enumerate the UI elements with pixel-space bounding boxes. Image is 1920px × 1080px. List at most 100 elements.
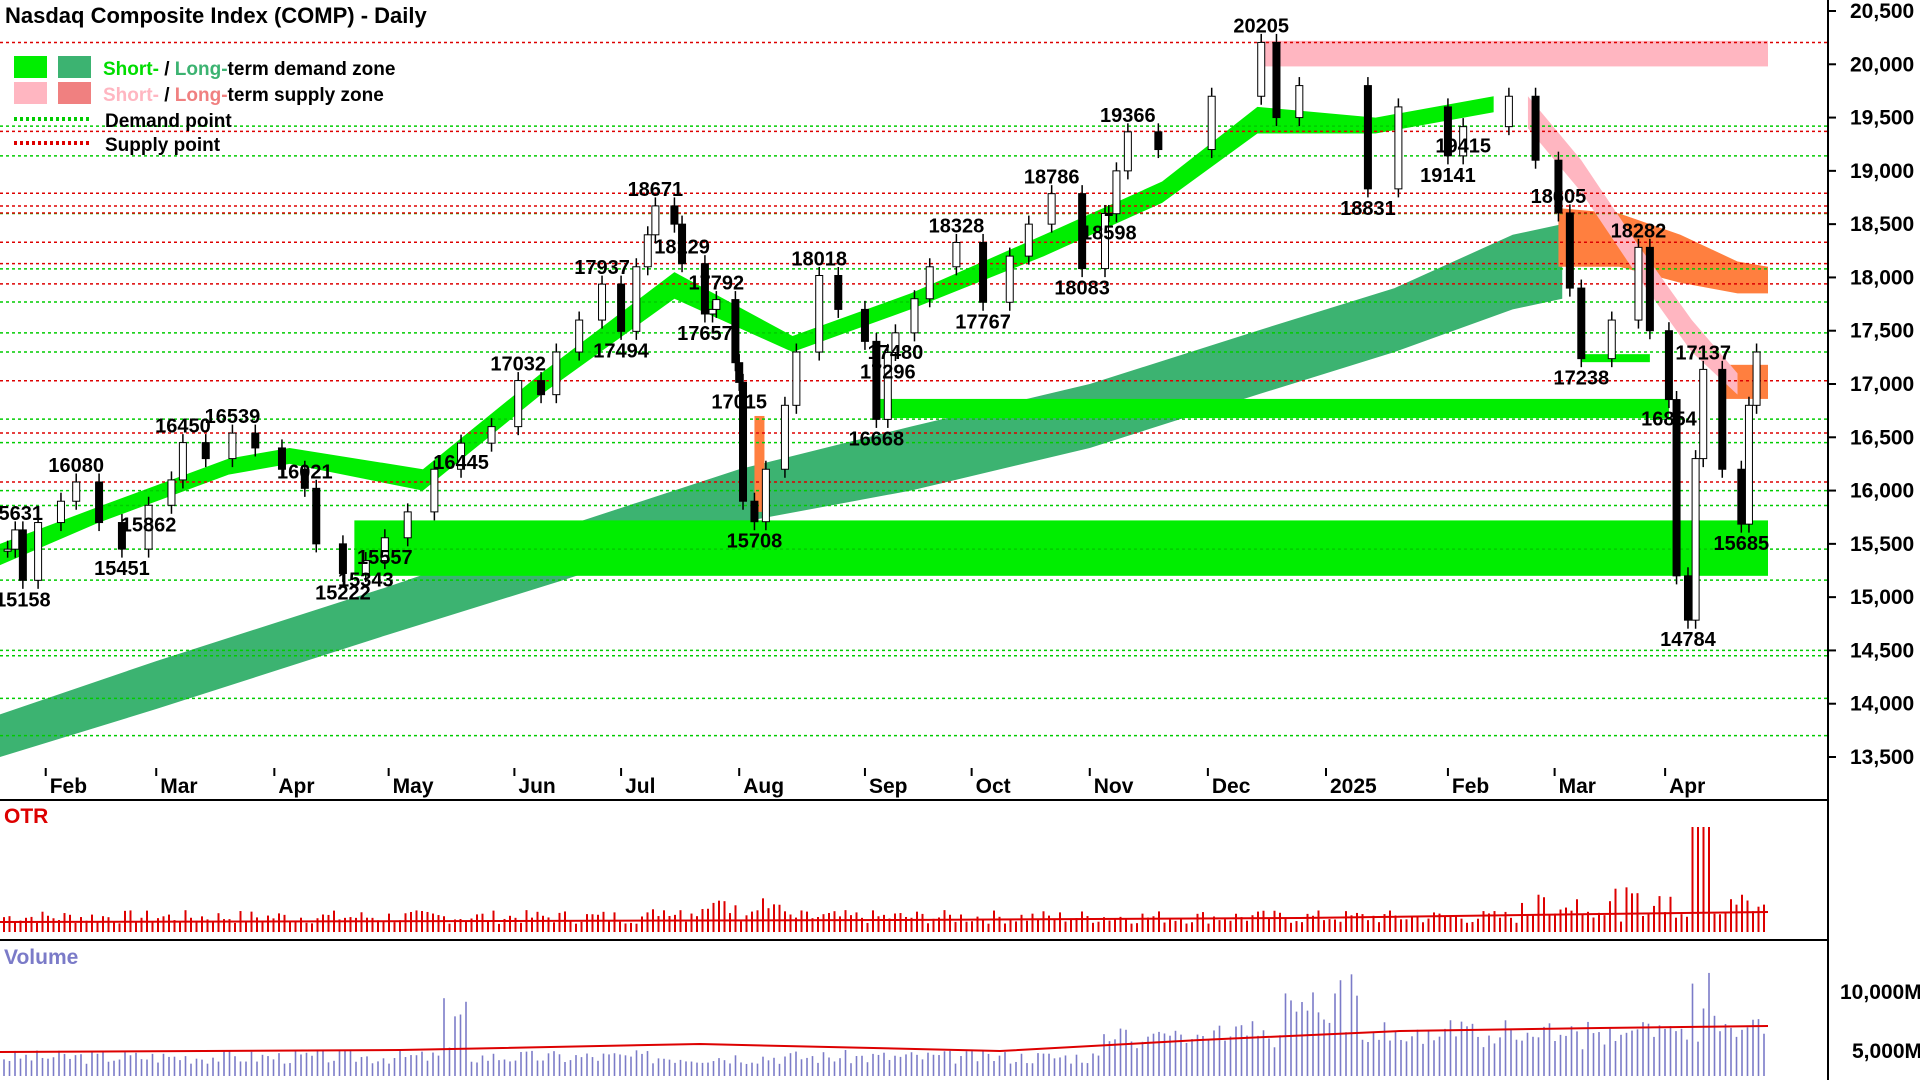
x-tick-label: Nov — [1094, 775, 1134, 798]
price-bar-body — [575, 319, 584, 353]
price-bar-body — [1752, 351, 1761, 406]
price-bar-body — [1744, 404, 1753, 525]
price-bar-body — [117, 522, 126, 550]
price-bar-body — [1272, 41, 1281, 119]
price-bar-body — [617, 283, 626, 332]
point-label: 19141 — [1420, 165, 1476, 187]
price-bar-body — [1154, 131, 1163, 151]
price-bar-body — [598, 283, 607, 321]
y-tick-label: 15,000 — [1850, 586, 1914, 609]
price-bar-body — [300, 468, 309, 489]
legend-short-demand-swatch — [14, 56, 47, 78]
point-label: 16021 — [277, 461, 333, 483]
price-bar-body — [1078, 193, 1087, 270]
price-bar-body — [1554, 159, 1563, 214]
price-bar-body — [670, 205, 679, 225]
point-label: 16080 — [48, 455, 104, 477]
point-label: 17937 — [574, 257, 630, 279]
volume-panel — [0, 972, 1769, 1076]
price-bar-body — [750, 500, 759, 523]
price-bar-body — [910, 298, 919, 334]
x-tick-label: Dec — [1212, 775, 1251, 798]
price-bar-body — [872, 340, 881, 420]
x-tick-label: Apr — [278, 775, 314, 798]
price-bar-body — [739, 381, 748, 502]
point-label: 15708 — [727, 531, 783, 553]
price-bar-body — [201, 442, 210, 460]
demand-zone-15200 — [354, 520, 1768, 576]
price-bar-body — [735, 362, 744, 383]
x-tick-label: Feb — [1452, 775, 1489, 798]
legend-long-demand-swatch — [58, 56, 91, 78]
price-bar-body — [815, 275, 824, 353]
price-bar-body — [731, 299, 740, 364]
supply-zone-aug — [754, 415, 765, 512]
x-tick-label: Mar — [160, 775, 197, 798]
y-tick-label: 14,000 — [1850, 693, 1914, 716]
price-bar-body — [430, 468, 439, 513]
price-bar-body — [11, 529, 20, 550]
y-tick-label: 18,500 — [1850, 213, 1914, 236]
x-tick-label: Aug — [743, 775, 784, 798]
point-label: 15158 — [0, 589, 51, 611]
price-bar-body — [228, 432, 237, 460]
price-bar-body — [178, 442, 187, 481]
point-label: 15451 — [94, 558, 150, 580]
y-tick-label: 18,000 — [1850, 266, 1914, 289]
otr-panel — [0, 827, 1769, 932]
price-bar-body — [537, 380, 546, 396]
price-bar-body — [678, 223, 687, 265]
point-label: 18605 — [1531, 186, 1587, 208]
point-label: 16450 — [155, 416, 211, 438]
point-label: 16854 — [1641, 409, 1697, 431]
point-label: 17657 — [677, 323, 733, 345]
price-bar-body — [712, 299, 721, 310]
x-tick-label: Oct — [976, 775, 1011, 798]
x-tick-label: Jul — [625, 775, 655, 798]
legend-supply-zone: Short- / Long-term supply zone — [103, 85, 384, 106]
price-bar-body — [251, 432, 260, 449]
price-bar-body — [1005, 255, 1014, 303]
y-axis: 20,500 20,000 19,500 19,000 18,500 18,000 17,5… — [1828, 0, 1914, 769]
point-label: 16668 — [849, 428, 905, 450]
point-label: 17032 — [490, 354, 546, 376]
point-label: 18282 — [1611, 220, 1667, 242]
y-tick-label: 19,000 — [1850, 160, 1914, 183]
price-bar-body — [361, 560, 370, 574]
point-label: 17494 — [593, 340, 649, 362]
price-bar-body — [338, 543, 347, 574]
point-label: 15631 — [0, 503, 43, 525]
price-bar-body — [860, 308, 869, 342]
point-label: 16539 — [205, 406, 261, 428]
legend-demand-zone: Short- / Long-term demand zone — [103, 59, 395, 80]
price-bar-body — [1577, 287, 1586, 360]
x-axis: Feb Mar Apr May Jun Jul Aug Sep Oct Nov Dec 2025 Feb… — [44, 768, 1705, 798]
point-label: 15557 — [357, 547, 413, 569]
chart-title: Nasdaq Composite Index (COMP) - Daily — [5, 3, 427, 28]
price-bar-body — [1024, 223, 1033, 257]
x-tick-label: Mar — [1559, 775, 1596, 798]
y-tick-label: 19,500 — [1850, 107, 1914, 130]
price-bar-body — [1104, 212, 1113, 216]
price-bar-body — [1363, 85, 1372, 190]
price-bars — [3, 33, 1761, 629]
price-bar-body — [1047, 193, 1056, 225]
price-bar-body — [632, 266, 641, 332]
volume-panel-label: Volume — [4, 946, 78, 969]
y-tick-label: 20,000 — [1850, 53, 1914, 76]
price-bar-body — [18, 529, 27, 581]
x-tick-label: Jun — [518, 775, 555, 798]
price-bar-body — [834, 275, 843, 310]
supply-zone-20205 — [1261, 40, 1768, 67]
point-label: 18786 — [1024, 167, 1080, 189]
price-bar-body — [1443, 106, 1452, 157]
price-bar-body — [1645, 246, 1654, 332]
x-tick-label: Apr — [1669, 775, 1705, 798]
legend-short-supply-swatch — [14, 82, 47, 104]
price-bar-body — [1691, 458, 1700, 621]
point-label: 18598 — [1081, 223, 1137, 245]
volume-average-line — [0, 1025, 1769, 1053]
point-label: 15343 — [338, 570, 394, 592]
point-label: 19415 — [1435, 136, 1491, 158]
